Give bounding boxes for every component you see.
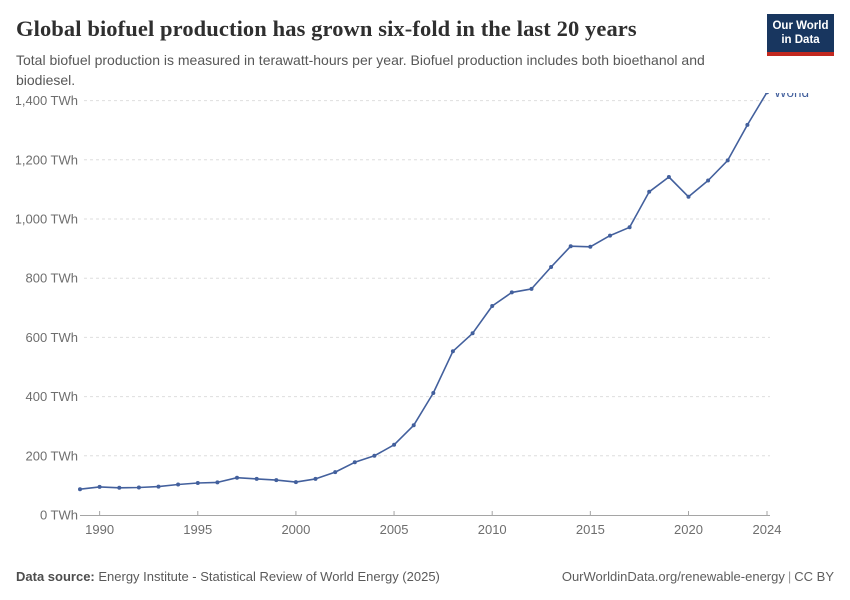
owid-url-link[interactable]: OurWorldinData.org/renewable-energy: [561, 569, 785, 584]
svg-text:World: World: [774, 93, 809, 100]
owid-logo-line2: in Data: [781, 34, 820, 47]
chart-header: Global biofuel production has grown six-…: [16, 14, 834, 91]
data-source-note: Data source: Energy Institute - Statisti…: [16, 569, 440, 584]
svg-text:1,000 TWh: 1,000 TWh: [16, 211, 78, 226]
owid-chart-page: Global biofuel production has grown six-…: [15, 14, 834, 550]
svg-text:2020: 2020: [674, 522, 703, 537]
chart-series-end-label[interactable]: World: [774, 84, 809, 100]
chart-svg[interactable]: 0 TWh 200 TWh 400 TWh 600 TWh 800 TWh 1,000 T…: [15, 84, 834, 545]
data-source-label: Data source:: [16, 569, 95, 584]
svg-text:2024: 2024: [753, 522, 782, 537]
svg-text:2000: 2000: [281, 522, 310, 537]
chart-series-line[interactable]: [78, 89, 769, 491]
svg-text:200 TWh: 200 TWh: [25, 448, 78, 463]
svg-text:400 TWh: 400 TWh: [25, 389, 78, 404]
footer-separator: |: [787, 569, 792, 584]
header-text: Global biofuel production has grown six-…: [16, 14, 767, 91]
svg-text:1,400 TWh: 1,400 TWh: [16, 93, 78, 108]
license-link[interactable]: CC BY: [794, 569, 834, 584]
chart-x-axis: 1990 1995 2000 2005 2010 2015 2020 2024: [80, 510, 782, 537]
svg-text:800 TWh: 800 TWh: [25, 270, 78, 285]
footer-links: OurWorldinData.org/renewable-energy | CC B…: [562, 569, 834, 584]
chart-area[interactable]: 0 TWh 200 TWh 400 TWh 600 TWh 800 TWh 1,000 T…: [15, 84, 834, 550]
owid-logo[interactable]: Our World in Data: [767, 14, 834, 56]
svg-text:1990: 1990: [85, 522, 114, 537]
owid-logo-line1: Our World: [772, 20, 829, 32]
page-subtitle: Total biofuel production is measured in …: [16, 52, 705, 89]
svg-text:1,200 TWh: 1,200 TWh: [16, 152, 78, 167]
chart-gridlines: [84, 99, 770, 456]
chart-y-axis-labels: 0 TWh 200 TWh 400 TWh 600 TWh 800 TWh 1,000 T…: [15, 93, 78, 522]
svg-text:600 TWh: 600 TWh: [25, 329, 78, 344]
svg-text:0 TWh: 0 TWh: [40, 507, 78, 522]
svg-text:1995: 1995: [183, 522, 212, 537]
chart-footer: Data source: Energy Institute - Statisti…: [16, 569, 834, 584]
svg-text:2010: 2010: [478, 522, 507, 537]
svg-text:2005: 2005: [380, 522, 409, 537]
svg-text:2015: 2015: [576, 522, 605, 537]
page-title: Global biofuel production has grown six-…: [16, 16, 637, 41]
data-source-text: Energy Institute - Statistical Review of…: [94, 569, 440, 584]
